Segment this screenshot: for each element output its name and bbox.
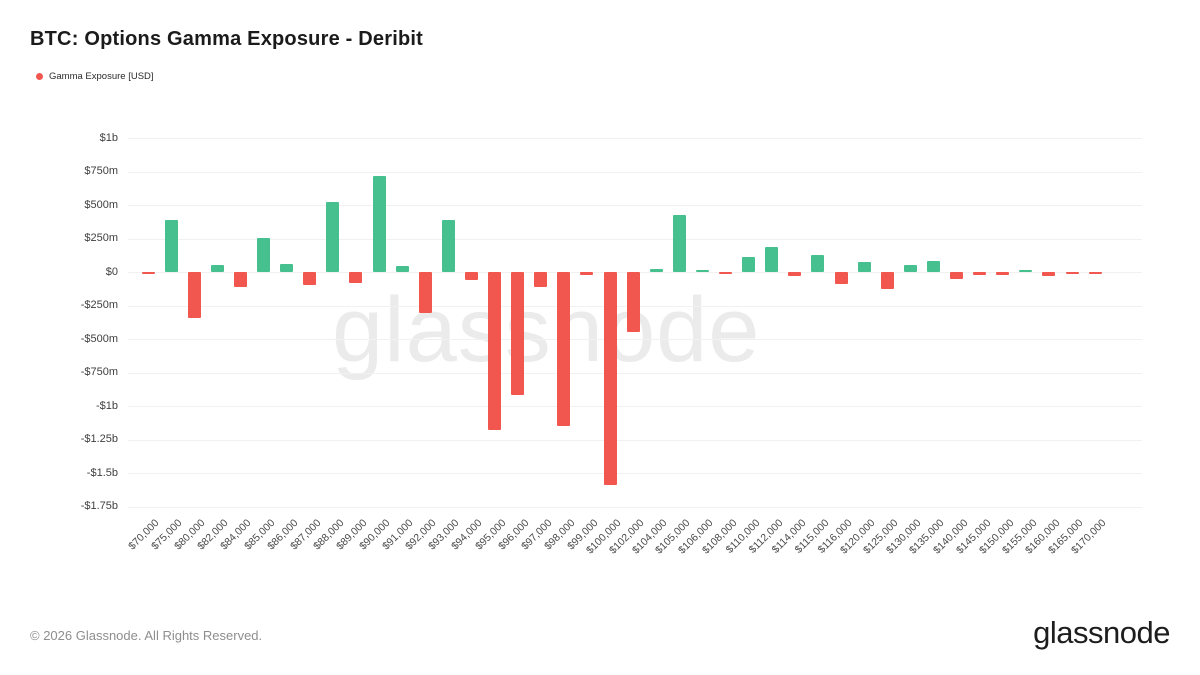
gridline	[128, 506, 1142, 508]
chart-bar[interactable]	[441, 220, 455, 272]
chart-bar[interactable]	[603, 272, 617, 486]
chart-bar[interactable]	[372, 176, 386, 272]
chart-bar[interactable]	[695, 270, 709, 272]
chart-bar[interactable]	[811, 255, 825, 273]
chart-bar[interactable]	[464, 272, 478, 280]
y-axis-label: -$500m	[80, 332, 118, 345]
gridline	[128, 372, 1142, 374]
gridline	[128, 473, 1142, 474]
chart-bar[interactable]	[488, 272, 501, 431]
y-axis-label: -$750m	[80, 366, 118, 378]
chart-bar[interactable]	[326, 202, 340, 272]
chart-bar[interactable]	[950, 272, 963, 280]
gridline	[128, 138, 1142, 139]
y-axis-label: $250m	[84, 232, 118, 244]
chart-bar[interactable]	[349, 272, 363, 283]
chart-bar[interactable]	[141, 272, 155, 274]
chart-bar[interactable]	[926, 261, 940, 272]
chart-bar[interactable]	[534, 272, 548, 288]
chart-bar[interactable]	[1019, 270, 1033, 272]
gridline	[128, 406, 1142, 407]
legend[interactable]: Gamma Exposure [USD]	[36, 71, 154, 82]
gridline	[128, 339, 1142, 340]
chart-bar[interactable]	[210, 264, 224, 272]
y-axis-label: $0	[105, 265, 118, 278]
chart-bar[interactable]	[857, 261, 871, 272]
copyright-text: © 2026 Glassnode. All Rights Reserved.	[30, 628, 263, 643]
chart-bar[interactable]	[903, 265, 917, 272]
y-axis-label: -$1b	[95, 399, 118, 412]
chart-bar[interactable]	[996, 272, 1010, 276]
y-axis-label: -$1.75b	[80, 500, 118, 512]
page-title: BTC: Options Gamma Exposure - Deribit	[30, 28, 424, 50]
y-axis-label: $500m	[84, 198, 118, 211]
chart-bar[interactable]	[280, 264, 294, 272]
y-axis-label: $1b	[99, 131, 118, 144]
chart-bar[interactable]	[834, 272, 848, 285]
chart-bar[interactable]	[164, 220, 178, 272]
chart-bar[interactable]	[973, 272, 987, 276]
chart-bar[interactable]	[788, 272, 802, 276]
chart-bar[interactable]	[765, 247, 779, 272]
gridline	[128, 205, 1142, 206]
chart-bar[interactable]	[1065, 272, 1079, 274]
y-axis-label: $750m	[84, 165, 118, 177]
chart-bar[interactable]	[672, 215, 686, 272]
chart-bar[interactable]	[557, 272, 571, 427]
chart-bar[interactable]	[303, 272, 317, 286]
gridline	[128, 171, 1142, 173]
chart-bar[interactable]	[511, 272, 525, 396]
chart-bar[interactable]	[1088, 272, 1102, 274]
chart-bar[interactable]	[233, 272, 247, 287]
gridline	[128, 238, 1142, 240]
legend-label: Gamma Exposure [USD]	[49, 71, 154, 82]
chart-bar[interactable]	[395, 266, 409, 272]
gridline	[128, 439, 1142, 441]
chart-bar[interactable]	[719, 272, 732, 274]
legend-dot-icon	[36, 73, 43, 80]
y-axis-label: -$1.5b	[86, 466, 118, 479]
glassnode-watermark: glassnode	[332, 279, 761, 381]
chart-bar[interactable]	[257, 237, 270, 272]
y-axis-label: -$1.25b	[80, 433, 118, 445]
chart-bar[interactable]	[1042, 272, 1056, 276]
chart-bar[interactable]	[880, 272, 894, 289]
chart-bar[interactable]	[626, 272, 640, 333]
chart-bar[interactable]	[580, 272, 594, 275]
y-axis-label: -$250m	[80, 299, 118, 311]
chart-bar[interactable]	[649, 269, 663, 272]
chart-bar[interactable]	[742, 257, 756, 272]
glassnode-logo: glassnode	[1033, 615, 1170, 650]
chart-bar[interactable]	[418, 272, 432, 313]
chart-bar[interactable]	[187, 272, 201, 318]
